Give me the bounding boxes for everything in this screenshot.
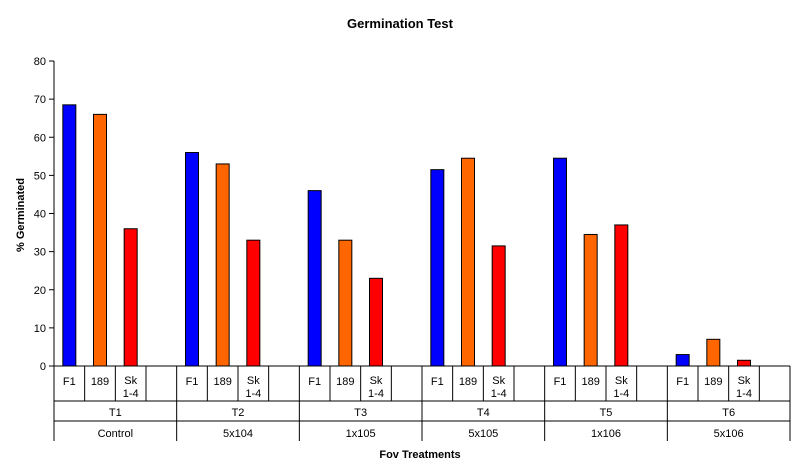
bar — [491, 245, 506, 367]
isolate-label: F1 — [186, 376, 199, 388]
bar — [185, 152, 199, 367]
treatment-label: T4 — [477, 407, 490, 419]
isolate-label: Sk — [124, 375, 137, 387]
bar — [706, 338, 721, 367]
dose-label: 1x105 — [346, 428, 376, 440]
treatment-label: T6 — [722, 407, 735, 419]
dose-label: 5x106 — [714, 428, 744, 440]
bar — [62, 104, 77, 367]
bar — [338, 239, 353, 367]
bar — [93, 113, 107, 367]
chart-title: Germination Test — [347, 16, 454, 31]
treatment-label: T1 — [109, 407, 122, 419]
bar — [307, 190, 322, 367]
y-tick-label: 50 — [34, 170, 46, 182]
bar — [675, 354, 690, 367]
y-tick-label: 20 — [34, 285, 46, 297]
isolate-label: Sk — [738, 375, 751, 387]
y-tick-label: 10 — [34, 323, 46, 335]
dose-label: 1x106 — [591, 428, 621, 440]
treatment-label: T5 — [600, 407, 613, 419]
y-axis-title: % Germinated — [15, 178, 27, 252]
y-tick-label: 30 — [34, 247, 46, 259]
x-axis-title: Fov Treatments — [379, 449, 460, 461]
isolate-label: F1 — [431, 376, 444, 388]
treatment-label: T3 — [354, 407, 367, 419]
y-tick-label: 70 — [34, 94, 46, 106]
isolate-label: 1-4 — [245, 388, 261, 400]
isolate-label: 189 — [336, 376, 354, 388]
bar — [430, 169, 445, 367]
y-axis: 0 10 20 30 40 50 60 70 80 — [34, 56, 55, 373]
isolate-label: 189 — [459, 376, 477, 388]
isolate-label: 189 — [213, 376, 231, 388]
isolate-label: Sk — [370, 375, 383, 387]
isolate-label: Sk — [247, 375, 260, 387]
bar — [583, 233, 598, 367]
bar — [369, 277, 383, 367]
isolate-label: Sk — [492, 375, 505, 387]
dose-label: 5x105 — [468, 428, 498, 440]
y-tick-label: 60 — [34, 132, 46, 144]
bar — [123, 228, 138, 367]
bar — [461, 157, 475, 367]
y-tick-label: 40 — [34, 209, 46, 221]
treatment-label: T2 — [232, 407, 245, 419]
bar — [215, 163, 230, 367]
bar — [246, 239, 261, 367]
isolate-label: F1 — [63, 376, 76, 388]
bar — [553, 157, 567, 367]
y-tick-label: 0 — [40, 361, 46, 373]
y-tick-label: 80 — [34, 56, 46, 68]
isolate-label: Sk — [615, 375, 628, 387]
isolate-label: F1 — [308, 376, 321, 388]
isolate-label: 1-4 — [368, 388, 384, 400]
isolate-label: 1-4 — [613, 388, 629, 400]
isolate-label: 1-4 — [491, 388, 507, 400]
dose-label: Control — [98, 428, 133, 440]
isolate-label: F1 — [676, 376, 689, 388]
isolate-label: 1-4 — [123, 388, 139, 400]
bar — [614, 224, 629, 367]
isolate-label: 189 — [581, 376, 599, 388]
isolate-label: 189 — [91, 376, 109, 388]
isolate-label: F1 — [554, 376, 567, 388]
bars — [62, 104, 751, 367]
isolate-label: 189 — [704, 376, 722, 388]
bar — [737, 359, 751, 367]
isolate-label: 1-4 — [736, 388, 752, 400]
dose-label: 5x104 — [223, 428, 253, 440]
